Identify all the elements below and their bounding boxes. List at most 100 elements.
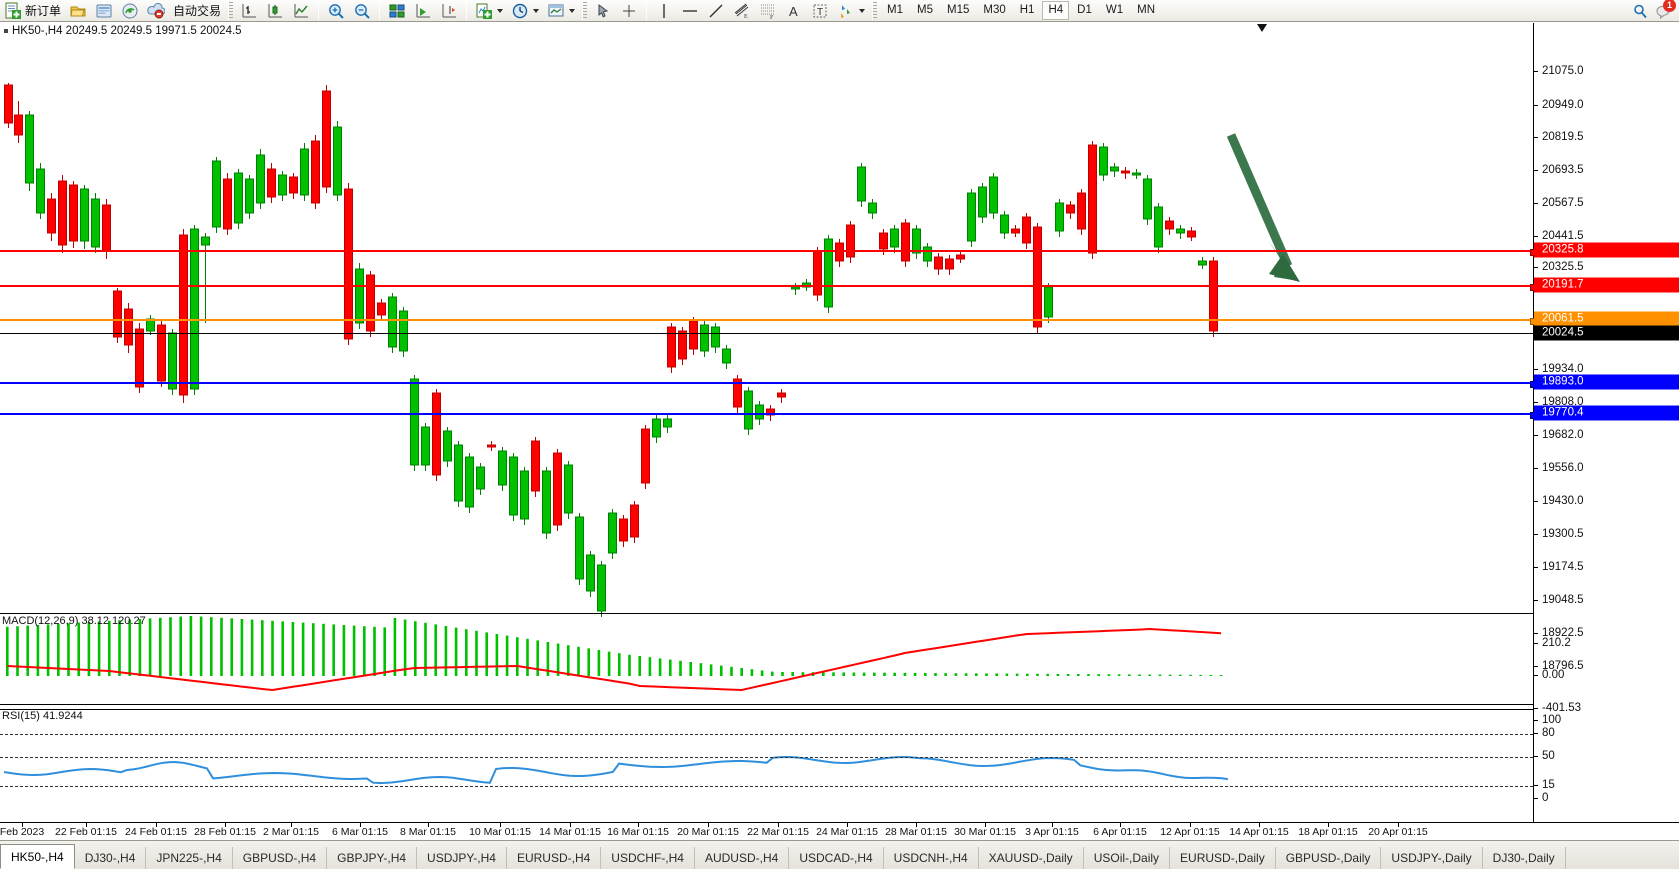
equidistant-channel-button[interactable]: E [730, 1, 754, 21]
time-tick [291, 823, 292, 827]
chart-tab-usdcadh4[interactable]: USDCAD-,H4 [789, 847, 884, 869]
trendline-icon [707, 2, 725, 20]
timeframe-h1[interactable]: H1 [1019, 4, 1035, 16]
chart-tab-hk50h4[interactable]: HK50-,H4 [0, 844, 75, 869]
crosshair-button[interactable] [617, 1, 641, 21]
price-tag-20061.5[interactable]: 20061.5 [1534, 311, 1679, 327]
toolbar-grip-3[interactable] [872, 1, 878, 20]
chart-tab-xauusddaily[interactable]: XAUUSD-,Daily [979, 847, 1084, 869]
rsi-pane[interactable]: RSI(15) 41.9244 [0, 709, 1533, 822]
trendline-button[interactable] [704, 1, 728, 21]
text-label-button[interactable]: T [808, 1, 832, 21]
scale-tick [1534, 71, 1538, 72]
terminal-button[interactable] [92, 1, 116, 21]
chart-tab-gbpusddaily[interactable]: GBPUSD-,Daily [1276, 847, 1382, 869]
timeframe-h4[interactable]: H4 [1042, 1, 1070, 20]
chart-tab-usdjpydaily[interactable]: USDJPY-,Daily [1381, 847, 1483, 869]
candlestick-chart-button[interactable] [263, 1, 287, 21]
chart-area[interactable]: HK50-,H4 20249.5 20249.5 19971.5 20024.5… [0, 22, 1679, 841]
chart-tab-audusdh4[interactable]: AUDUSD-,H4 [695, 847, 790, 869]
macd-pane[interactable]: MACD(12,26,9) 38.12 120.27 [0, 613, 1533, 705]
line-chart-button[interactable] [289, 1, 313, 21]
level-line-resistance-1[interactable] [0, 249, 1537, 256]
text-button[interactable]: A [782, 1, 806, 21]
chart-tab-eurusddaily[interactable]: EURUSD-,Daily [1170, 847, 1276, 869]
chart-tab-dj30h4[interactable]: DJ30-,H4 [75, 847, 147, 869]
price-tag-19770.4[interactable]: 19770.4 [1534, 405, 1679, 421]
chart-tab-usdjpyh4[interactable]: USDJPY-,H4 [417, 847, 507, 869]
level-line-support-1[interactable] [0, 381, 1537, 388]
objects-dropdown-arrow[interactable] [858, 2, 865, 20]
chart-tab-usdcnhh4[interactable]: USDCNH-,H4 [884, 847, 979, 869]
scale-label: 18922.5 [1542, 627, 1584, 639]
period-button[interactable] [508, 1, 542, 21]
market-button[interactable] [144, 1, 168, 21]
chart-tabs[interactable]: HK50-,H4 DJ30-,H4 JPN225-,H4 GBPUSD-,H4 GBPJ… [0, 840, 1679, 869]
price-scale[interactable]: 21075.0 20949.0 20819.5 20693.5 20567.5 20441… [1533, 23, 1679, 822]
time-label: 28 Feb 01:15 [194, 826, 256, 838]
timeframe-m15[interactable]: M15 [947, 4, 970, 16]
timeframe-m5[interactable]: M5 [917, 4, 933, 16]
autoscroll-button[interactable] [411, 1, 435, 21]
time-tick [360, 823, 361, 827]
chart-tab-usoildaily[interactable]: USOil-,Daily [1084, 847, 1171, 869]
time-tick [1120, 823, 1121, 827]
templates-dropdown-arrow[interactable] [568, 2, 575, 20]
signals-button[interactable] [118, 1, 142, 21]
scale-label: 19682.0 [1542, 429, 1584, 441]
scale-tick [1534, 675, 1538, 676]
timeframe-m30[interactable]: M30 [983, 4, 1006, 16]
objects-button[interactable] [834, 1, 868, 21]
fibonacci-button[interactable]: F [756, 1, 780, 21]
scale-tick [1534, 798, 1538, 799]
new-order-icon [4, 2, 22, 20]
chart-tab-gbpjpyh4[interactable]: GBPJPY-,H4 [327, 847, 418, 869]
chart-header-text: HK50-,H4 20249.5 20249.5 19971.5 20024.5 [12, 25, 242, 37]
notifications-icon[interactable]: 1 [1655, 0, 1676, 20]
chart-tab-jpn225h4[interactable]: JPN225-,H4 [146, 847, 233, 869]
price-tag-20191.7[interactable]: 20191.7 [1534, 277, 1679, 293]
timeframe-m1[interactable]: M1 [887, 4, 904, 16]
indicators-button[interactable] [472, 1, 506, 21]
chart-tab-usdchfh4[interactable]: USDCHF-,H4 [601, 847, 695, 869]
toolbar-grip-2[interactable] [582, 1, 588, 20]
chart-tab-gbpusdh4[interactable]: GBPUSD-,H4 [233, 847, 328, 869]
hline-button[interactable] [678, 1, 702, 21]
price-pane[interactable] [0, 23, 1537, 617]
chart-shift-button[interactable] [437, 1, 461, 21]
time-axis[interactable]: Feb 2023 22 Feb 01:15 24 Feb 01:15 28 Feb 0… [0, 822, 1679, 841]
time-label: 10 Mar 01:15 [469, 826, 531, 838]
scale-label: 19556.0 [1542, 462, 1584, 474]
level-line-resistance-2[interactable] [0, 284, 1537, 291]
time-tick [22, 823, 23, 827]
time-label: 6 Apr 01:15 [1093, 826, 1147, 838]
cursor-button[interactable] [591, 1, 615, 21]
price-tag-20325.8[interactable]: 20325.8 [1534, 242, 1679, 258]
level-line-pivot[interactable] [0, 318, 1537, 325]
vline-button[interactable] [652, 1, 676, 21]
period-dropdown-arrow[interactable] [532, 2, 539, 20]
scale-label: 20441.5 [1542, 230, 1584, 242]
folder-button[interactable] [66, 1, 90, 21]
chart-tab-dj30daily[interactable]: DJ30-,Daily [1483, 847, 1566, 869]
zoom-in-button[interactable] [324, 1, 348, 21]
zoom-out-button[interactable] [350, 1, 374, 21]
bar-chart-button[interactable] [237, 1, 261, 21]
new-order-button[interactable]: 新订单 [1, 1, 64, 21]
chart-header: HK50-,H4 20249.5 20249.5 19971.5 20024.5 [4, 25, 242, 37]
indicators-dropdown-arrow[interactable] [496, 2, 503, 20]
timeframe-mn[interactable]: MN [1137, 4, 1155, 16]
price-tag-20024.5[interactable]: 20024.5 [1534, 325, 1679, 341]
chart-tab-eurusdh4[interactable]: EURUSD-,H4 [507, 847, 602, 869]
scale-tick [1534, 105, 1538, 106]
search-icon[interactable] [1631, 2, 1649, 20]
price-tag-19893.0[interactable]: 19893.0 [1534, 374, 1679, 390]
tile-windows-button[interactable] [385, 1, 409, 21]
timeframe-w1[interactable]: W1 [1105, 4, 1124, 16]
templates-button[interactable] [544, 1, 578, 21]
toolbar-grip-1[interactable] [228, 1, 234, 20]
scale-tick [1534, 267, 1538, 268]
autotrade-button[interactable]: 自动交易 [170, 1, 224, 21]
level-line-support-2[interactable] [0, 412, 1537, 419]
timeframe-d1[interactable]: D1 [1077, 4, 1092, 16]
